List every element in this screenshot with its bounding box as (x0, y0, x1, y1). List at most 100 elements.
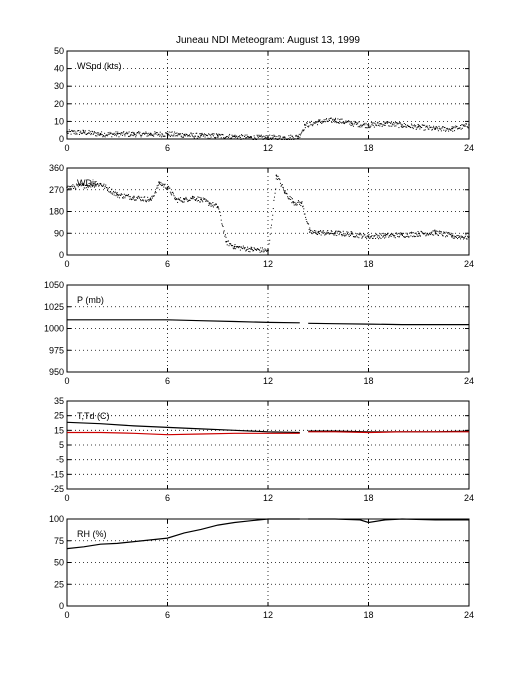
data-point (250, 248, 253, 250)
data-point (301, 131, 303, 133)
data-point (437, 128, 439, 130)
data-point (133, 196, 135, 198)
data-point (366, 124, 368, 126)
data-point (236, 135, 238, 137)
data-point (399, 234, 401, 236)
data-point (348, 121, 350, 123)
y-tick-label: -5 (56, 455, 64, 465)
data-point (397, 235, 399, 237)
data-point (380, 238, 382, 240)
data-point (220, 134, 222, 136)
data-point (275, 138, 277, 140)
data-point (106, 134, 108, 136)
data-point (99, 132, 102, 135)
data-point (399, 122, 401, 124)
data-point (307, 223, 309, 225)
data-point (307, 126, 309, 128)
data-point (313, 122, 315, 124)
data-point (223, 230, 225, 232)
data-point (221, 133, 223, 135)
data-point (334, 231, 336, 234)
data-point (98, 134, 100, 136)
data-point (367, 127, 369, 129)
data-point (350, 231, 352, 233)
data-point (104, 185, 106, 187)
data-point (177, 135, 179, 137)
data-point (390, 122, 392, 124)
data-point (227, 138, 229, 140)
data-point (291, 202, 293, 204)
data-point (453, 235, 455, 237)
data-point (139, 134, 141, 136)
data-point (83, 187, 85, 189)
data-point (203, 198, 205, 200)
data-point (382, 236, 384, 238)
data-point (119, 197, 121, 199)
data-point (220, 137, 222, 139)
data-point (126, 133, 128, 135)
data-point (446, 127, 448, 129)
data-point (233, 247, 235, 249)
data-point (143, 196, 145, 198)
data-point (427, 126, 429, 128)
data-point (333, 234, 335, 236)
data-point (138, 195, 140, 197)
data-point (98, 132, 100, 134)
data-point (149, 134, 151, 136)
data-point (384, 237, 386, 239)
data-point (367, 124, 370, 126)
data-point (77, 184, 79, 186)
data-point (312, 125, 314, 127)
data-point (79, 132, 81, 134)
data-point (242, 248, 244, 250)
data-point (170, 193, 172, 195)
data-point (392, 124, 394, 126)
data-point (95, 185, 97, 187)
data-point (345, 122, 347, 124)
data-point (294, 204, 296, 206)
data-point (147, 133, 149, 135)
data-point (339, 231, 341, 233)
temp-dewpoint-panel: 0 6 12 18 24 -25 -15 -5 5 15 25 35 T,Td (C) (51, 396, 474, 503)
data-point (413, 236, 415, 238)
data-point (99, 134, 101, 136)
data-point (275, 137, 277, 139)
data-point (437, 130, 439, 132)
data-point (263, 138, 265, 140)
data-point (366, 127, 368, 129)
data-point (280, 138, 282, 140)
data-point (202, 197, 204, 199)
data-point (116, 192, 118, 194)
data-point (210, 205, 212, 207)
data-point (307, 125, 309, 127)
data-point (130, 133, 132, 135)
data-point (426, 232, 428, 234)
data-point (141, 133, 143, 135)
data-point (284, 190, 286, 192)
data-point (285, 193, 287, 195)
data-point (361, 126, 363, 128)
data-point (269, 137, 271, 139)
data-point (225, 240, 227, 243)
data-point (67, 189, 68, 191)
data-point (221, 224, 223, 226)
data-point (316, 233, 318, 235)
data-point (324, 232, 326, 234)
data-point (246, 134, 248, 136)
data-point (383, 121, 385, 123)
data-point (403, 125, 405, 127)
data-point (336, 121, 338, 123)
data-point (168, 131, 170, 133)
data-point (337, 230, 339, 232)
data-point (357, 233, 359, 235)
data-point (131, 198, 133, 200)
data-point (326, 232, 328, 234)
data-point (187, 201, 189, 203)
data-point (396, 232, 398, 234)
data-point (454, 130, 456, 132)
data-point (112, 192, 114, 194)
rh-series (66, 518, 469, 550)
data-point (153, 133, 155, 135)
data-point (107, 132, 109, 134)
